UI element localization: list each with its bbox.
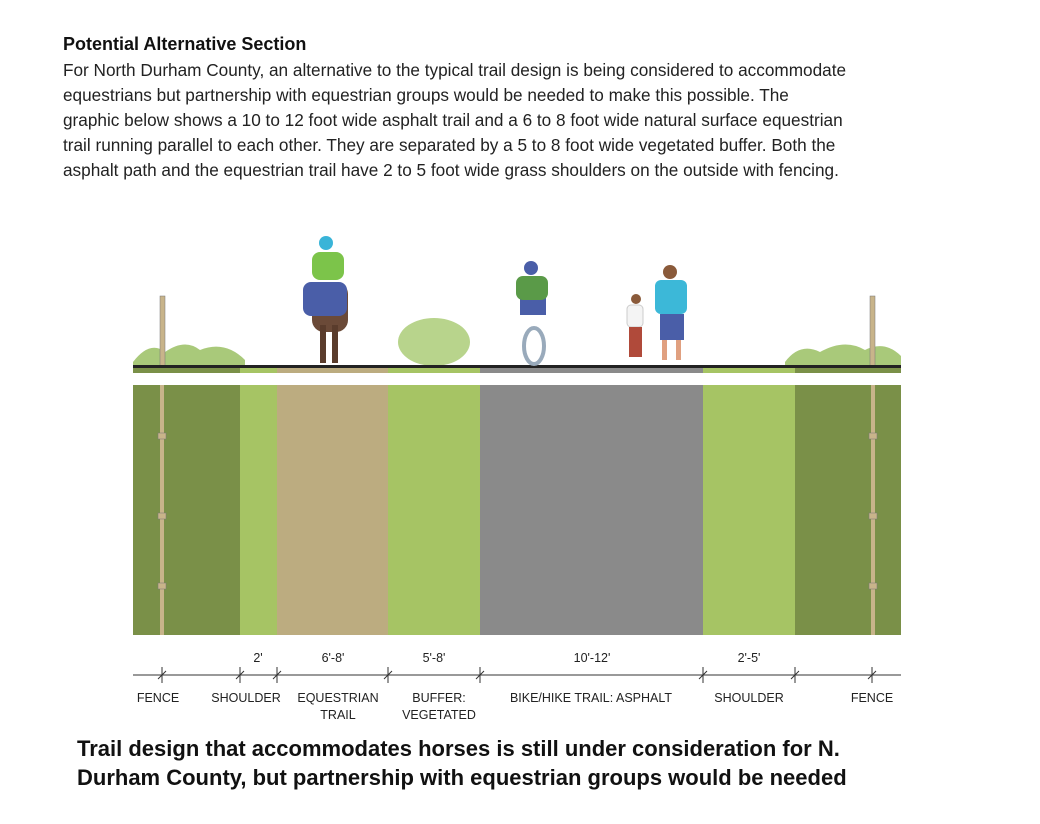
zone-label: FENCE: [137, 691, 179, 705]
plan-view: [133, 385, 901, 635]
dimension-slash: [272, 670, 282, 680]
zone-label: FENCE: [851, 691, 893, 705]
body-line: For North Durham County, an alternative …: [63, 60, 847, 80]
caption-line: Trail design that accommodates horses is…: [77, 736, 840, 761]
caption-line: Durham County, but partnership with eque…: [77, 765, 847, 790]
dimension-slash: [157, 670, 167, 680]
zone-label: VEGETATED: [402, 708, 476, 722]
dimension-label: 6'-8': [322, 651, 345, 665]
dimension-label: 2': [253, 651, 262, 665]
dimension-slash: [475, 670, 485, 680]
body-line: graphic below shows a 10 to 12 foot wide…: [63, 110, 843, 130]
dimension-slash: [698, 670, 708, 680]
zone-label: TRAIL: [320, 708, 355, 722]
zone-label: BUFFER:: [412, 691, 465, 705]
zone-label: SHOULDER: [714, 691, 783, 705]
dimension-label: 2'-5': [738, 651, 761, 665]
dimension-slash: [790, 670, 800, 680]
dimension-label: 5'-8': [423, 651, 446, 665]
section-heading: Potential Alternative Section: [63, 34, 307, 54]
dimension-label: 10'-12': [574, 651, 611, 665]
elevation: [133, 236, 901, 373]
dimension-slash: [383, 670, 393, 680]
zone-label: BIKE/HIKE TRAIL: ASPHALT: [510, 691, 672, 705]
body-line: equestrians but partnership with equestr…: [63, 85, 789, 105]
dimension-line: [133, 667, 901, 683]
body-line: trail running parallel to each other. Th…: [63, 135, 836, 155]
zone-label: SHOULDER: [211, 691, 280, 705]
dimension-slash: [867, 670, 877, 680]
zone-label: EQUESTRIAN: [297, 691, 378, 705]
dimension-slash: [235, 670, 245, 680]
body-line: asphalt path and the equestrian trail ha…: [63, 160, 839, 180]
